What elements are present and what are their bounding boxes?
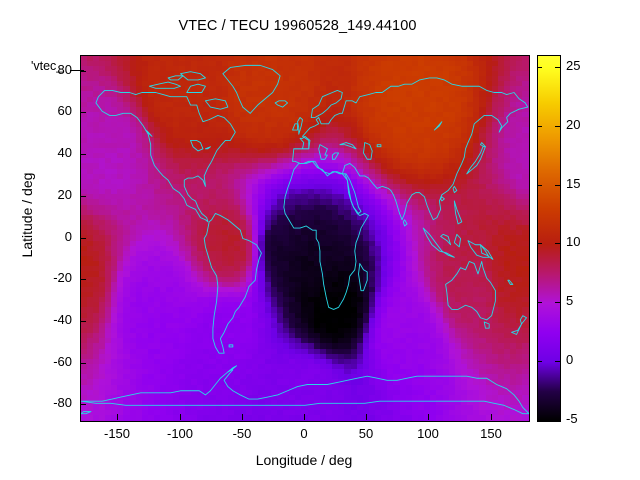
colorbar-tick-mark — [537, 243, 542, 244]
vtec-field-canvas — [81, 56, 529, 421]
y-tick-mark — [80, 363, 86, 364]
map-plot-area[interactable] — [80, 55, 530, 422]
coastline-overlay — [81, 56, 529, 421]
colorbar-tick-mark — [537, 67, 542, 68]
colorbar-tick-mark — [555, 67, 560, 68]
x-tick-mark — [366, 414, 367, 420]
x-tick-mark — [428, 414, 429, 420]
x-tick-mark — [180, 414, 181, 420]
key-line-sample — [70, 70, 84, 71]
x-tick-label: -150 — [103, 426, 131, 441]
colorbar-tick-label: 0 — [566, 352, 574, 367]
colorbar-tick-mark — [555, 361, 560, 362]
colorbar-tick-label: -5 — [566, 411, 578, 426]
y-tick-mark — [80, 112, 86, 113]
colorbar-tick-mark — [537, 126, 542, 127]
y-tick-mark — [80, 404, 86, 405]
plot-title: VTEC / TECU 19960528_149.44100 — [178, 18, 417, 34]
y-tick-label: 40 — [57, 145, 72, 160]
vtec-heatmap — [81, 56, 529, 421]
y-tick-label: -60 — [53, 354, 72, 369]
colorbar-tick-mark — [555, 243, 560, 244]
y-tick-label: 80 — [57, 62, 72, 77]
y-tick-mark — [80, 321, 86, 322]
colorbar[interactable] — [537, 55, 561, 422]
key-label: 'vtec_ — [31, 59, 64, 73]
colorbar-tick-mark — [555, 126, 560, 127]
x-tick-label: -100 — [166, 426, 194, 441]
x-tick-mark — [242, 414, 243, 420]
colorbar-tick-mark — [555, 302, 560, 303]
colorbar-tick-mark — [537, 185, 542, 186]
x-tick-label: 150 — [480, 426, 502, 441]
colorbar-tick-label: 10 — [566, 234, 581, 249]
y-tick-label: 20 — [57, 187, 72, 202]
x-tick-label: -50 — [232, 426, 252, 441]
y-tick-mark — [80, 71, 86, 72]
y-tick-label: -20 — [53, 270, 72, 285]
x-tick-label: 50 — [358, 426, 374, 441]
x-tick-mark — [117, 414, 118, 420]
colorbar-tick-label: 5 — [566, 293, 574, 308]
x-tick-mark — [304, 414, 305, 420]
x-tick-label: 0 — [300, 426, 308, 441]
colorbar-tick-mark — [555, 420, 560, 421]
colorbar-tick-label: 25 — [566, 58, 581, 73]
y-tick-mark — [80, 238, 86, 239]
x-tick-mark — [491, 414, 492, 420]
colorbar-tick-label: 15 — [566, 176, 581, 191]
y-tick-mark — [80, 154, 86, 155]
y-tick-label: -80 — [53, 395, 72, 410]
colorbar-tick-mark — [537, 420, 542, 421]
colorbar-tick-label: 20 — [566, 117, 581, 132]
y-tick-label: 60 — [57, 103, 72, 118]
colorbar-tick-mark — [537, 302, 542, 303]
y-tick-mark — [80, 279, 86, 280]
x-axis-title: Longitude / deg — [255, 452, 353, 468]
y-axis-title: Latitude / deg — [19, 172, 35, 258]
colorbar-gradient — [538, 56, 560, 421]
colorbar-tick-mark — [555, 185, 560, 186]
colorbar-tick-mark — [537, 361, 542, 362]
y-tick-label: -40 — [53, 312, 72, 327]
x-tick-label: 100 — [417, 426, 439, 441]
y-tick-mark — [80, 196, 86, 197]
y-tick-label: 0 — [64, 229, 72, 244]
